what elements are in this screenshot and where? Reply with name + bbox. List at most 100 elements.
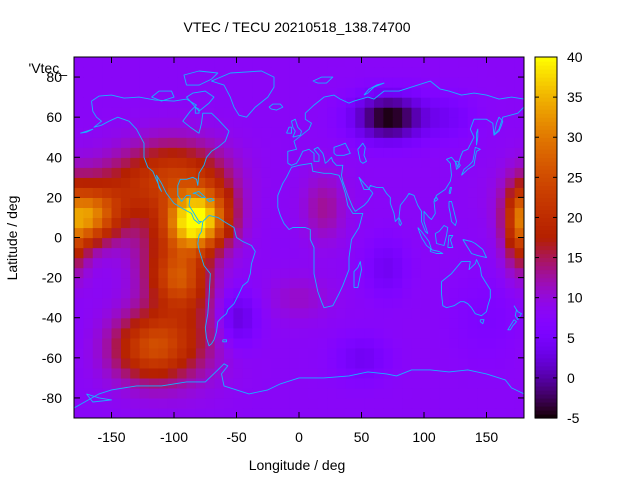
heatmap-cell xyxy=(102,77,113,88)
heatmap-cell xyxy=(261,307,272,319)
heatmap-cell xyxy=(327,167,338,178)
heatmap-cell xyxy=(495,227,506,239)
heatmap-cell xyxy=(486,227,497,239)
heatmap-cell xyxy=(130,97,141,108)
heatmap-cell xyxy=(149,237,159,249)
heatmap-cell xyxy=(195,287,206,299)
heatmap-cell xyxy=(364,307,375,319)
heatmap-cell xyxy=(102,247,113,259)
heatmap-cell xyxy=(383,377,394,389)
heatmap-cell xyxy=(299,247,309,259)
heatmap-cell xyxy=(186,107,197,118)
heatmap-cell xyxy=(411,397,422,409)
heatmap-cell xyxy=(402,347,413,359)
heatmap-cell xyxy=(467,147,478,158)
heatmap-cell xyxy=(186,137,197,148)
heatmap-cell xyxy=(158,287,169,299)
heatmap-cell xyxy=(374,267,384,279)
heatmap-cell xyxy=(111,137,122,148)
heatmap-cell xyxy=(308,397,319,409)
heatmap-cell xyxy=(514,247,524,259)
heatmap-cell xyxy=(214,247,225,259)
heatmap-cell xyxy=(120,297,131,309)
heatmap-cell xyxy=(430,157,441,168)
heatmap-cell xyxy=(92,297,103,309)
heatmap-cell xyxy=(495,337,506,349)
heatmap-cell xyxy=(167,197,178,209)
heatmap-cell xyxy=(383,137,394,148)
heatmap-cell xyxy=(167,77,178,88)
heatmap-cell xyxy=(458,107,469,118)
heatmap-cell xyxy=(402,327,413,339)
heatmap-cell xyxy=(111,407,122,418)
heatmap-cell xyxy=(430,297,441,309)
colorbar-segment xyxy=(535,321,557,327)
heatmap-cell xyxy=(214,187,225,198)
heatmap-cell xyxy=(430,117,441,128)
colorbar-segment xyxy=(535,157,557,162)
heatmap-cell xyxy=(289,147,300,158)
heatmap-cell xyxy=(111,397,122,409)
heatmap-cell xyxy=(430,367,441,379)
heatmap-cell xyxy=(364,147,375,158)
heatmap-cell xyxy=(345,217,356,229)
heatmap-cell xyxy=(233,257,244,269)
heatmap-cell xyxy=(355,397,366,409)
coastline-philippines xyxy=(448,200,457,226)
heatmap-cell xyxy=(167,117,178,128)
heatmap-cell xyxy=(439,177,450,188)
heatmap-cell xyxy=(383,67,394,78)
colorbar-segment xyxy=(535,261,557,267)
heatmap-cell xyxy=(345,257,356,269)
heatmap-cell xyxy=(280,397,291,409)
heatmap-cell xyxy=(289,107,300,118)
heatmap-cell xyxy=(514,257,524,269)
heatmap-cell xyxy=(280,357,291,369)
heatmap-cell xyxy=(355,377,366,389)
heatmap-cell xyxy=(74,327,84,339)
heatmap-cell xyxy=(308,57,319,68)
heatmap-cell xyxy=(477,187,488,198)
heatmap-cell xyxy=(355,277,366,289)
x-axis: -150 -100 -50 0 50 100 150 xyxy=(97,57,498,445)
heatmap-cell xyxy=(345,147,356,158)
heatmap-cell xyxy=(439,317,450,329)
heatmap-cell xyxy=(224,287,234,299)
heatmap-cell xyxy=(327,97,338,108)
heatmap-cell xyxy=(102,97,113,108)
heatmap-cell xyxy=(439,337,450,349)
heatmap-cell xyxy=(374,87,384,98)
heatmap-cell xyxy=(214,227,225,239)
heatmap-cell xyxy=(261,267,272,279)
heatmap-cell xyxy=(383,327,394,339)
heatmap-cell xyxy=(224,297,234,309)
coastline-south-america xyxy=(197,214,256,347)
heatmap-cell xyxy=(411,287,422,299)
heatmap-cell xyxy=(299,307,309,319)
heatmap-cell xyxy=(420,347,431,359)
heatmap-cell xyxy=(336,157,347,168)
colorbar-segment xyxy=(535,125,557,130)
heatmap-cell xyxy=(420,57,431,68)
heatmap-cell xyxy=(383,127,394,138)
colorbar-segment xyxy=(535,249,557,255)
heatmap-cell xyxy=(477,387,488,399)
heatmap-cell xyxy=(430,277,441,289)
heatmap-cell xyxy=(252,287,263,299)
heatmap-cell xyxy=(242,247,253,259)
heatmap-cell xyxy=(139,87,150,98)
heatmap-cell xyxy=(439,357,450,369)
heatmap-cell xyxy=(430,237,441,249)
heatmap-cell xyxy=(392,67,403,78)
heatmap-cell xyxy=(74,347,84,359)
heatmap-cell xyxy=(477,137,488,148)
heatmap-cell xyxy=(505,167,516,178)
heatmap-cell xyxy=(327,397,338,409)
heatmap-cell xyxy=(270,277,281,289)
heatmap-cell xyxy=(402,177,413,188)
heatmap-cell xyxy=(317,117,328,128)
heatmap-cell xyxy=(252,87,263,98)
heatmap-cell xyxy=(270,227,281,239)
heatmap-cell xyxy=(186,197,197,209)
heatmap-cell xyxy=(345,267,356,279)
